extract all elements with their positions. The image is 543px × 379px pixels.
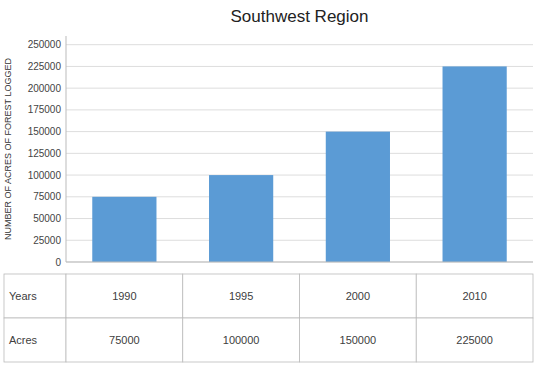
y-tick-label: 150000 [28, 126, 62, 137]
y-tick-label: 175000 [28, 104, 62, 115]
grid-line [66, 262, 533, 263]
table-value: 225000 [456, 334, 493, 346]
title: Southwest Region [231, 7, 369, 26]
bar [326, 132, 390, 262]
table-category: 1990 [112, 290, 136, 302]
table-cell [4, 274, 66, 318]
y-tick-label: 25000 [33, 235, 61, 246]
chart-svg: Southwest Region NUMBER OF ACRES OF FORES… [0, 0, 543, 379]
grid-line [66, 44, 533, 45]
table-category: 2010 [462, 290, 486, 302]
y-axis-label: NUMBER OF ACRES OF FOREST LOGGED [3, 58, 13, 240]
y-tick-label: 100000 [28, 170, 62, 181]
table-cell [66, 274, 183, 318]
y-tick-label: 250000 [28, 39, 62, 50]
data-table: Years 1990 1995 2000 2010 Acres 75000 100000 150… [4, 274, 533, 362]
table-value: 100000 [223, 334, 260, 346]
y-tick-label: 0 [55, 257, 61, 268]
table-category: 1995 [229, 290, 253, 302]
bars [92, 66, 506, 262]
table-cell [183, 318, 300, 362]
bar [443, 66, 507, 262]
table-cell [4, 318, 66, 362]
bar [209, 175, 273, 262]
table-cell [66, 318, 183, 362]
chart-container: Southwest Region NUMBER OF ACRES OF FORES… [0, 0, 543, 379]
table-value: 75000 [109, 334, 140, 346]
table-cell [300, 318, 417, 362]
x-axis-line [66, 262, 533, 263]
y-axis-line [66, 36, 67, 262]
y-tick-label: 50000 [33, 213, 61, 224]
y-tick-label: 75000 [33, 191, 61, 202]
y-tick-label: 125000 [28, 148, 62, 159]
table-cell [300, 274, 417, 318]
table-value: 150000 [340, 334, 377, 346]
y-tick-label: 225000 [28, 61, 62, 72]
table-row-label: Acres [9, 334, 38, 346]
bar [92, 197, 156, 262]
table-category: 2000 [346, 290, 370, 302]
table-cell [416, 318, 533, 362]
table-cell [416, 274, 533, 318]
table-cell [183, 274, 300, 318]
table-row-label: Years [9, 290, 37, 302]
y-tick-label: 200000 [28, 83, 62, 94]
grid [66, 45, 533, 262]
